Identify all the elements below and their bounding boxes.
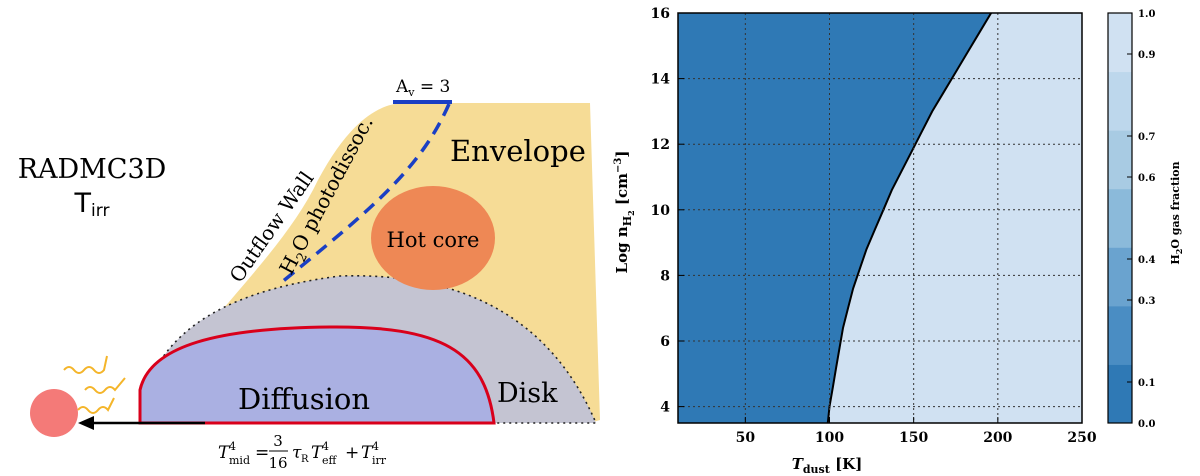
svg-text:irr: irr [372, 454, 387, 467]
chart-panel: 50 100 150 200 250 4 6 8 10 12 14 16 Tdust [K] Log… [613, 6, 1184, 476]
x-axis: 50 100 150 200 250 [736, 417, 1097, 446]
svg-text:τ: τ [292, 443, 302, 463]
y-tick-label: 10 [651, 203, 671, 219]
colorbar [1107, 12, 1133, 424]
code-label: RADMC3D [18, 154, 167, 185]
svg-text:4: 4 [372, 440, 379, 453]
colorbar-segment [1108, 71, 1132, 131]
grid [678, 13, 1082, 423]
transition-boundary [826, 12, 992, 424]
colorbar-segment [1108, 364, 1132, 424]
x-tick-label: 150 [899, 430, 928, 446]
colorbar-segment [1108, 247, 1132, 307]
hot-core-label: Hot core [387, 228, 480, 252]
svg-text:3: 3 [273, 432, 283, 450]
x-tick-label: 200 [983, 430, 1012, 446]
colorbar-tick-label: 0.3 [1138, 296, 1155, 307]
svg-text:4: 4 [229, 440, 236, 453]
y-tick-label: 6 [660, 334, 670, 350]
x-axis-label: Tdust [K] [792, 455, 863, 476]
svg-text:T: T [361, 443, 374, 463]
svg-text:R: R [301, 454, 309, 465]
y-tick-label: 8 [660, 268, 670, 284]
colorbar-label: H2O gas fraction [1169, 161, 1184, 264]
y-axis-label: Log nH2 [cm−3] [613, 151, 636, 274]
colorbar-tick-label: 0.9 [1138, 50, 1155, 61]
diffusion-region [138, 325, 496, 425]
photon-icons [63, 355, 126, 414]
svg-text:mid: mid [229, 454, 250, 467]
protostar [30, 389, 78, 437]
colorbar-tick-label: 0.1 [1138, 378, 1155, 389]
schematic-panel: Av = 3 RADMC3D Tirr Envelope Hot core Di… [18, 77, 600, 472]
colorbar-segment [1108, 188, 1132, 248]
colorbar-segment [1108, 13, 1132, 73]
y-tick-label: 12 [651, 137, 670, 153]
ice-region [678, 13, 992, 423]
svg-text:+: + [345, 443, 359, 463]
x-tick-label: 50 [736, 430, 756, 446]
diffusion-label: Diffusion [238, 382, 370, 416]
hot-core-region [371, 186, 495, 290]
colorbar-tick-label: 0.0 [1138, 419, 1155, 430]
y-axis: 4 6 8 10 12 14 16 [651, 6, 684, 416]
envelope-label: Envelope [450, 134, 586, 168]
y-tick-label: 4 [660, 400, 670, 416]
colorbar-frame [1107, 12, 1133, 424]
disk-label: Disk [497, 378, 558, 409]
svg-text:T: T [218, 443, 231, 463]
colorbar-tick-label: 0.4 [1138, 255, 1155, 266]
colorbar-tick-label: 0.6 [1138, 173, 1155, 184]
plot-frame [677, 12, 1083, 424]
midplane-arrowhead [78, 416, 94, 430]
temp-label: Tirr [74, 188, 110, 221]
svg-text:T: T [311, 443, 324, 463]
svg-text:=: = [255, 443, 269, 463]
colorbar-ticks: 0.0 0.1 0.3 0.4 0.6 0.7 0.9 1.0 [1127, 9, 1155, 430]
x-tick-label: 250 [1067, 430, 1096, 446]
av-label: Av = 3 [395, 77, 450, 99]
midplane-formula: T 4 mid = 3 16 τ R T 4 eff + T 4 irr [218, 432, 387, 472]
colorbar-segment [1108, 305, 1132, 365]
colorbar-tick-label: 0.7 [1138, 132, 1155, 143]
plot-area [678, 12, 1082, 424]
colorbar-segment [1108, 130, 1132, 190]
svg-text:4: 4 [322, 440, 329, 453]
colorbar-tick-label: 1.0 [1138, 9, 1155, 20]
y-tick-label: 16 [651, 6, 670, 22]
x-tick-label: 100 [815, 430, 844, 446]
svg-text:16: 16 [268, 454, 287, 472]
svg-text:eff: eff [322, 454, 338, 467]
y-tick-label: 14 [651, 72, 671, 88]
photodissoc-boundary [280, 103, 451, 284]
